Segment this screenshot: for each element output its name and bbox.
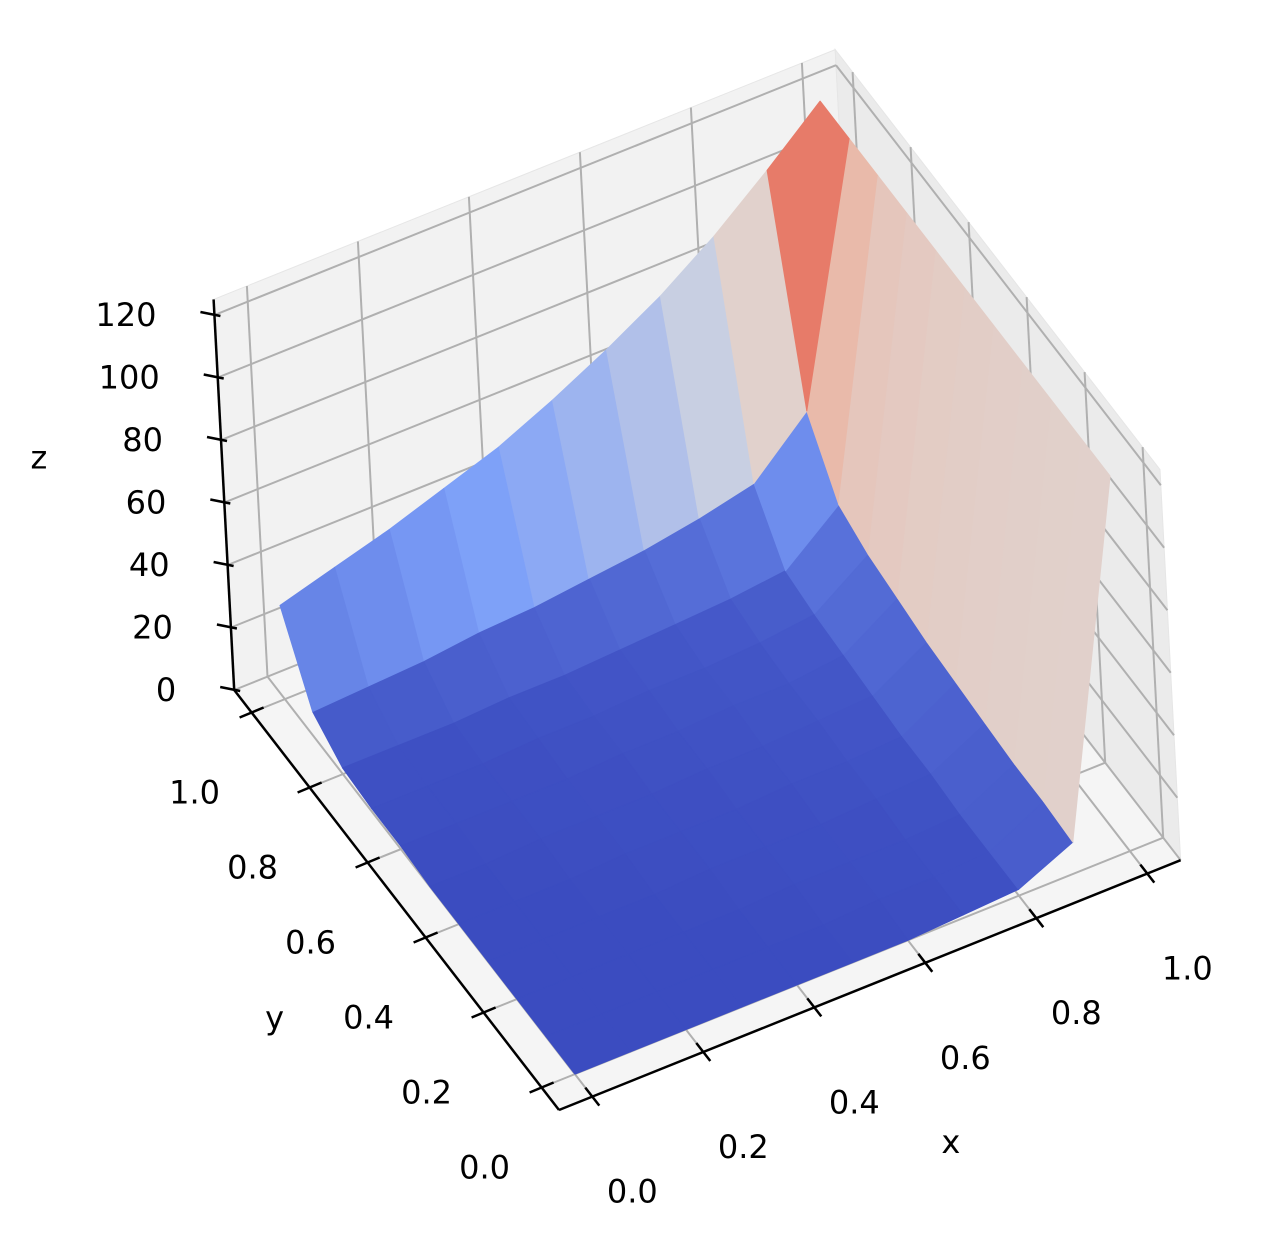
grid-line [217, 126, 840, 379]
grid-line [214, 64, 837, 316]
y-tick [471, 1006, 497, 1019]
z-tick-label: 0 [156, 671, 176, 709]
z-tick-label: 40 [129, 546, 170, 584]
x-tick [917, 953, 934, 973]
x-tick-label: 0.2 [718, 1128, 769, 1166]
x-tick [695, 1042, 712, 1062]
x-tick [584, 1086, 601, 1107]
y-tick [529, 1081, 555, 1094]
x-tick-label: 0.0 [607, 1173, 658, 1211]
z-tick [216, 623, 238, 630]
z-tick [210, 498, 231, 505]
surface-patch [279, 566, 369, 713]
z-tick [213, 560, 234, 568]
z-tick-label: 120 [95, 296, 156, 334]
x-tick-label: 1.0 [1162, 950, 1213, 988]
z-tick-label: 60 [126, 484, 167, 522]
z-tick-label: 80 [122, 421, 163, 459]
z-tick [206, 435, 228, 443]
z-tick [203, 373, 224, 380]
x-tick [1028, 908, 1045, 928]
x-tick-label: 0.8 [1051, 994, 1102, 1032]
z-tick [219, 685, 241, 693]
z-axis-label: z [31, 439, 48, 477]
surface-patch [545, 1013, 631, 1075]
y-tick [413, 931, 439, 944]
x-tick [806, 997, 823, 1018]
axis-line [558, 859, 1182, 1112]
grid-line [835, 64, 1162, 486]
x-tick-label: 0.6 [940, 1039, 991, 1077]
surface-patch [1043, 438, 1111, 843]
y-tick-label: 0.4 [343, 999, 394, 1037]
y-tick-label: 0.0 [459, 1149, 510, 1187]
z-tick [200, 310, 221, 318]
axis-line [212, 299, 236, 691]
y-tick-label: 0.8 [227, 849, 278, 887]
y-axis-label: y [265, 999, 284, 1037]
z-tick-label: 20 [132, 609, 173, 647]
grid-line [245, 285, 269, 677]
y-tick-label: 0.6 [285, 924, 336, 962]
y-tick-label: 1.0 [169, 774, 220, 812]
y-tick [297, 781, 323, 794]
y-tick-label: 0.2 [401, 1074, 452, 1112]
x-axis-label: x [941, 1123, 960, 1161]
surface-patch [766, 100, 850, 412]
x-tick-label: 0.4 [829, 1083, 880, 1121]
z-tick-label: 100 [99, 359, 160, 397]
y-tick [239, 706, 265, 719]
y-tick [355, 856, 381, 869]
x-tick [1139, 863, 1156, 884]
axis-line [233, 689, 560, 1111]
grid-line [1141, 447, 1165, 838]
